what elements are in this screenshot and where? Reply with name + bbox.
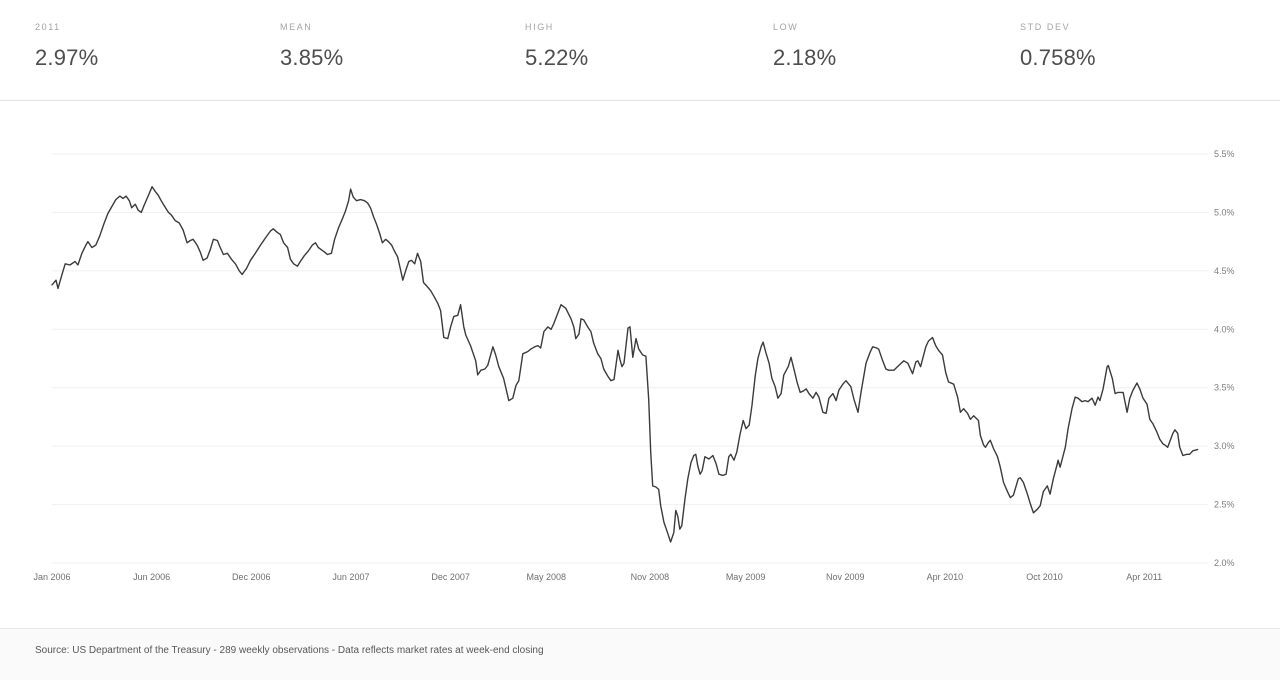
stat-stddev: STD DEV 0.758% — [1020, 22, 1096, 71]
y-axis-tick-label: 2.0% — [1214, 558, 1235, 568]
x-axis-tick-label: Oct 2010 — [1026, 572, 1063, 582]
stat-label: STD DEV — [1020, 22, 1071, 32]
stat-2011: 2011 2.97% — [35, 22, 98, 71]
stat-label: HIGH — [525, 22, 554, 32]
x-axis-tick-label: Nov 2008 — [631, 572, 670, 582]
y-axis-tick-label: 4.0% — [1214, 324, 1235, 334]
stat-label: LOW — [773, 22, 799, 32]
stat-value: 5.22% — [525, 45, 589, 70]
x-axis-tick-label: Apr 2010 — [927, 572, 964, 582]
stats-header: 2011 2.97% MEAN 3.85% HIGH 5.22% LOW 2.1… — [0, 0, 1280, 101]
stat-value: 2.97% — [35, 45, 99, 70]
y-axis-tick-label: 3.5% — [1214, 383, 1235, 393]
x-axis-tick-label: Nov 2009 — [826, 572, 865, 582]
x-axis-tick-label: Dec 2006 — [232, 572, 271, 582]
treasury-rate-line-chart[interactable]: 5.5% 5.0% 4.5% 4.0% 3.5% 3.0% 2.5% 2.0% Jan 2006… — [0, 101, 1280, 628]
stat-value: 2.18% — [773, 45, 837, 70]
x-axis-tick-label: May 2009 — [726, 572, 766, 582]
stat-value: 0.758% — [1020, 45, 1096, 70]
y-axis-tick-label: 5.5% — [1214, 149, 1235, 159]
stat-label: 2011 — [35, 22, 61, 32]
rate-line[interactable] — [51, 186, 1199, 543]
stat-value: 3.85% — [280, 45, 344, 70]
x-axis-tick-label: Dec 2007 — [431, 572, 470, 582]
x-axis-tick-label: Jan 2006 — [33, 572, 70, 582]
footer-bar: Source: US Department of the Treasury - … — [0, 628, 1280, 680]
y-axis-tick-label: 5.0% — [1214, 207, 1235, 217]
stat-mean: MEAN 3.85% — [280, 22, 343, 71]
y-axis-tick-label: 3.0% — [1214, 441, 1235, 451]
stat-low: LOW 2.18% — [773, 22, 836, 71]
line-chart-svg[interactable]: 5.5% 5.0% 4.5% 4.0% 3.5% 3.0% 2.5% 2.0% Jan 2006… — [0, 101, 1280, 628]
x-axis-tick-label: Jun 2006 — [133, 572, 170, 582]
x-axis-tick-label: Apr 2011 — [1126, 572, 1162, 582]
y-axis-tick-label: 4.5% — [1214, 266, 1235, 276]
stat-label: MEAN — [280, 22, 313, 32]
y-axis-tick-label: 2.5% — [1214, 500, 1235, 510]
x-axis-tick-label: Jun 2007 — [332, 572, 369, 582]
source-text: Source: US Department of the Treasury - … — [35, 645, 544, 656]
stat-high: HIGH 5.22% — [525, 22, 588, 71]
x-axis-tick-label: May 2008 — [527, 572, 567, 582]
